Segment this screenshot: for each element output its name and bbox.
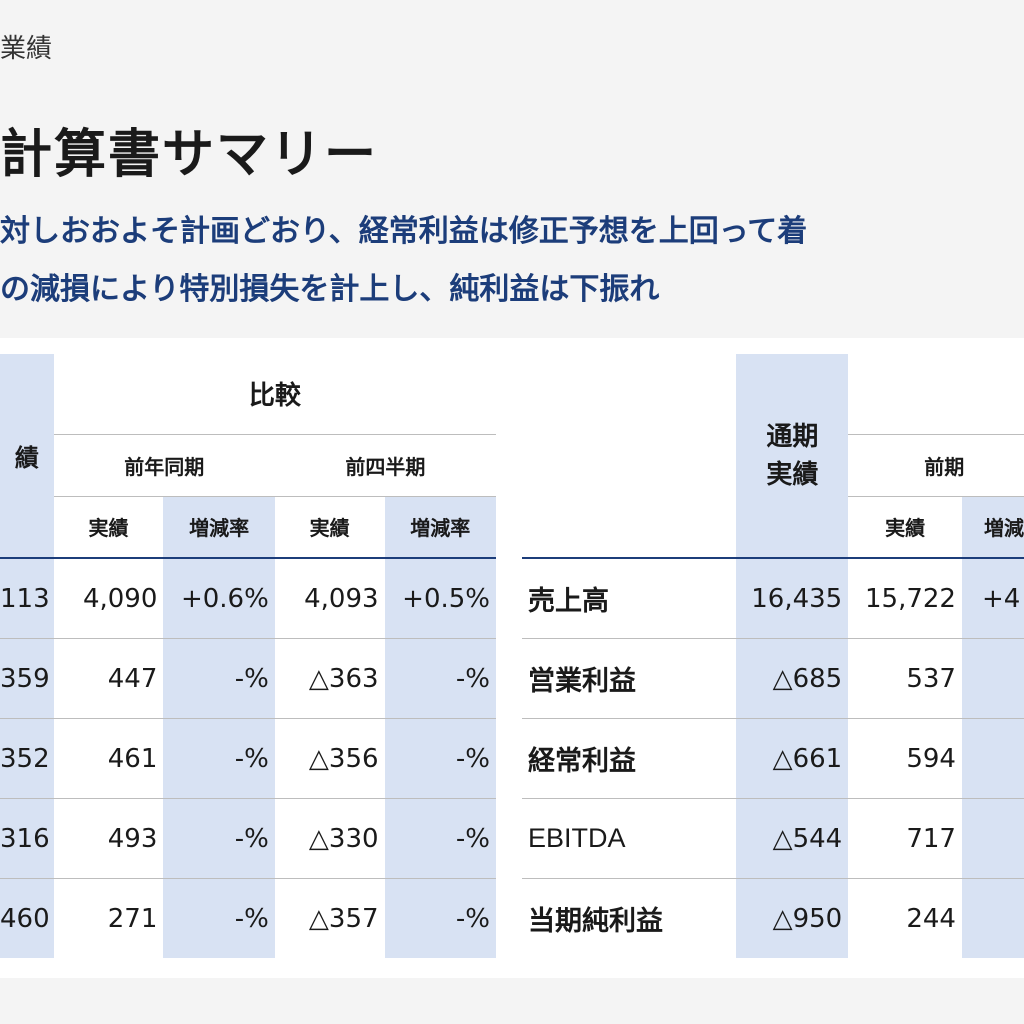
py-actual: 4,090 [53, 558, 164, 639]
prev-quarter-rate-header: 増減率 [384, 496, 496, 559]
pq-rate: -% [384, 718, 496, 799]
pq-rate: -% [384, 638, 496, 719]
row-label: 売上高 [522, 558, 737, 639]
row-label: 当期純利益 [528, 906, 663, 937]
full-year-value: △544 [736, 798, 849, 879]
compare-header: 比較 [53, 354, 496, 435]
compare-header-right [848, 354, 1024, 435]
page-title: 計算書サマリー [0, 125, 379, 185]
current-value: 113 [0, 558, 54, 639]
lead-text-line-2: の減損により特別損失を計上し、純利益は下振れ [0, 272, 660, 307]
pq-rate: -% [384, 878, 496, 958]
current-value: 359 [0, 638, 54, 719]
prev-rate [961, 878, 1024, 958]
prev-actual: 537 [848, 638, 962, 719]
full-year-value: 16,435 [736, 558, 849, 639]
table-row: 売上高 16,435 15,722 +4 [522, 558, 1024, 639]
pq-actual: △356 [274, 718, 385, 799]
prev-rate: +4 [961, 558, 1024, 639]
prev-period-actual-header: 実績 [848, 496, 962, 559]
table-row: 352 461 -% △356 -% [0, 718, 496, 799]
prev-year-header: 前年同期 [53, 434, 275, 497]
prev-period-rate-header: 増減 [961, 496, 1024, 559]
py-rate: +0.6% [163, 558, 275, 639]
pq-rate: +0.5% [384, 558, 496, 639]
full-year-value: △685 [736, 638, 849, 719]
quarterly-comparison-table: 績 比較 前年同期 前四半期 実績 増減率 実績 増減率 113 4,090 +… [0, 354, 496, 958]
current-value: 316 [0, 798, 54, 879]
py-actual: 461 [53, 718, 164, 799]
py-rate: -% [163, 638, 275, 719]
pq-actual: 4,093 [274, 558, 385, 639]
row-label: 営業利益 [522, 638, 737, 719]
prev-year-rate-header: 増減率 [163, 496, 275, 559]
tables-panel: 績 比較 前年同期 前四半期 実績 増減率 実績 増減率 113 4,090 +… [0, 338, 1024, 978]
full-year-value: △661 [736, 718, 849, 799]
py-actual: 447 [53, 638, 164, 719]
py-rate: -% [163, 718, 275, 799]
table-row: 経常利益 △661 594 [522, 718, 1024, 799]
pq-rate: -% [384, 798, 496, 879]
table-row: 460 271 -% △357 -% [0, 878, 496, 958]
prev-quarter-header: 前四半期 [274, 434, 496, 497]
py-actual: 493 [53, 798, 164, 879]
current-value: 352 [0, 718, 54, 799]
full-year-value: △950 [736, 878, 849, 958]
row-label: EBITDA [522, 798, 737, 879]
current-actual-header: 績 [0, 354, 54, 559]
pq-actual: △330 [274, 798, 385, 879]
label-column-header [522, 354, 737, 559]
prev-rate [961, 638, 1024, 719]
current-value: 460 [0, 878, 54, 958]
row-label: 経常利益 [522, 718, 737, 799]
pq-actual: △363 [274, 638, 385, 719]
prev-quarter-actual-header: 実績 [274, 496, 385, 559]
table-row: 当期純利益 △950 244 [522, 878, 1024, 958]
py-rate: -% [163, 798, 275, 879]
prev-rate [961, 718, 1024, 799]
prev-actual: 15,722 [848, 558, 962, 639]
table-row: 113 4,090 +0.6% 4,093 +0.5% [0, 558, 496, 639]
table-row: 316 493 -% △330 -% [0, 798, 496, 879]
py-actual: 271 [107, 903, 158, 934]
table-row: 359 447 -% △363 -% [0, 638, 496, 719]
prev-actual: 244 [906, 903, 956, 934]
table-row: 営業利益 △685 537 [522, 638, 1024, 719]
full-year-table: 通期 実績 前期 実績 増減 売上高 16,435 15,722 +4 営業利益… [522, 354, 1024, 958]
prev-rate [961, 798, 1024, 879]
prev-actual: 717 [848, 798, 962, 879]
py-rate: -% [163, 878, 275, 958]
section-label: 業績 [0, 34, 53, 64]
prev-actual: 594 [848, 718, 962, 799]
lead-text-line-1: 対しおおよそ計画どおり、経常利益は修正予想を上回って着 [0, 214, 808, 249]
prev-period-header: 前期 [848, 434, 1024, 497]
full-year-header: 通期 実績 [736, 354, 849, 559]
table-row: EBITDA △544 717 [522, 798, 1024, 879]
pq-actual: △357 [308, 903, 379, 934]
prev-year-actual-header: 実績 [53, 496, 164, 559]
